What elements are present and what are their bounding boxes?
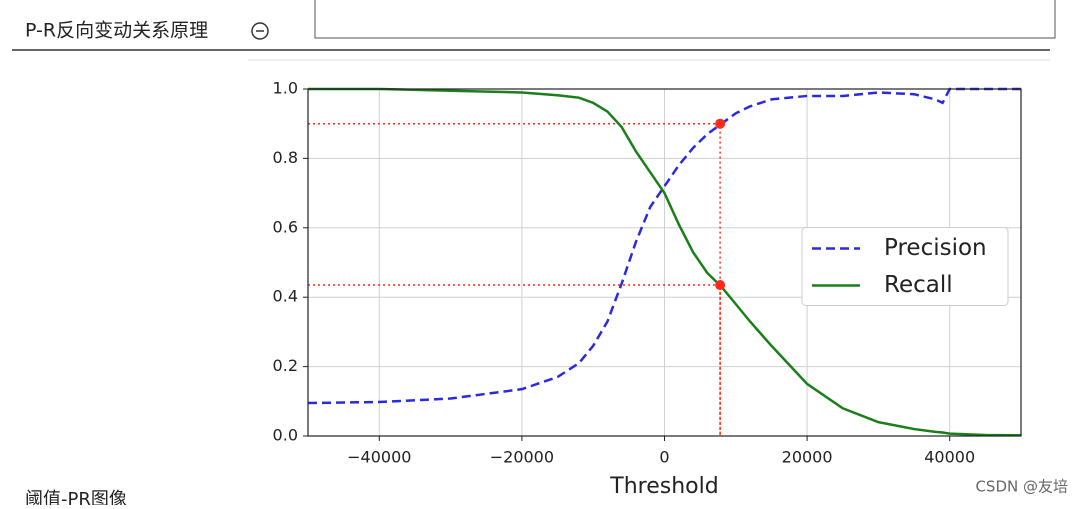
threshold-point	[715, 118, 726, 129]
y-tick-label: 0.8	[273, 148, 298, 167]
legend-label: Recall	[884, 272, 953, 298]
y-tick-label: 1.0	[273, 79, 298, 98]
x-tick-label: −40000	[347, 448, 411, 467]
threshold-guide	[308, 284, 721, 436]
axes-frame	[307, 88, 1022, 437]
x-tick-label: 40000	[924, 448, 975, 467]
x-tick-label: 20000	[782, 448, 833, 467]
x-axis-label: Threshold	[609, 474, 718, 499]
threshold-guide	[308, 122, 721, 436]
x-tick-label: −20000	[490, 448, 554, 467]
y-tick-label: 0.2	[273, 356, 298, 375]
x-tick-label: 0	[659, 448, 669, 467]
y-tick-label: 0.4	[273, 287, 298, 306]
series-line	[308, 87, 1022, 437]
y-tick-label: 0.0	[273, 426, 298, 445]
next-section-title: 阈值-PR图像	[25, 489, 127, 505]
section-title: P-R反向变动关系原理	[25, 20, 208, 42]
collapse-icon[interactable]	[251, 22, 269, 40]
y-tick-label: 0.6	[273, 217, 298, 236]
threshold-point	[715, 280, 726, 291]
chart: 0.0 0.2 0.4 0.6 0.8 1.0 −40000 −20000 0 20000 4000…	[273, 79, 1022, 499]
prev-box	[314, 0, 1056, 39]
legend-label: Precision	[884, 235, 987, 261]
series-line	[307, 87, 1021, 405]
watermark: CSDN @友培	[975, 478, 1068, 496]
